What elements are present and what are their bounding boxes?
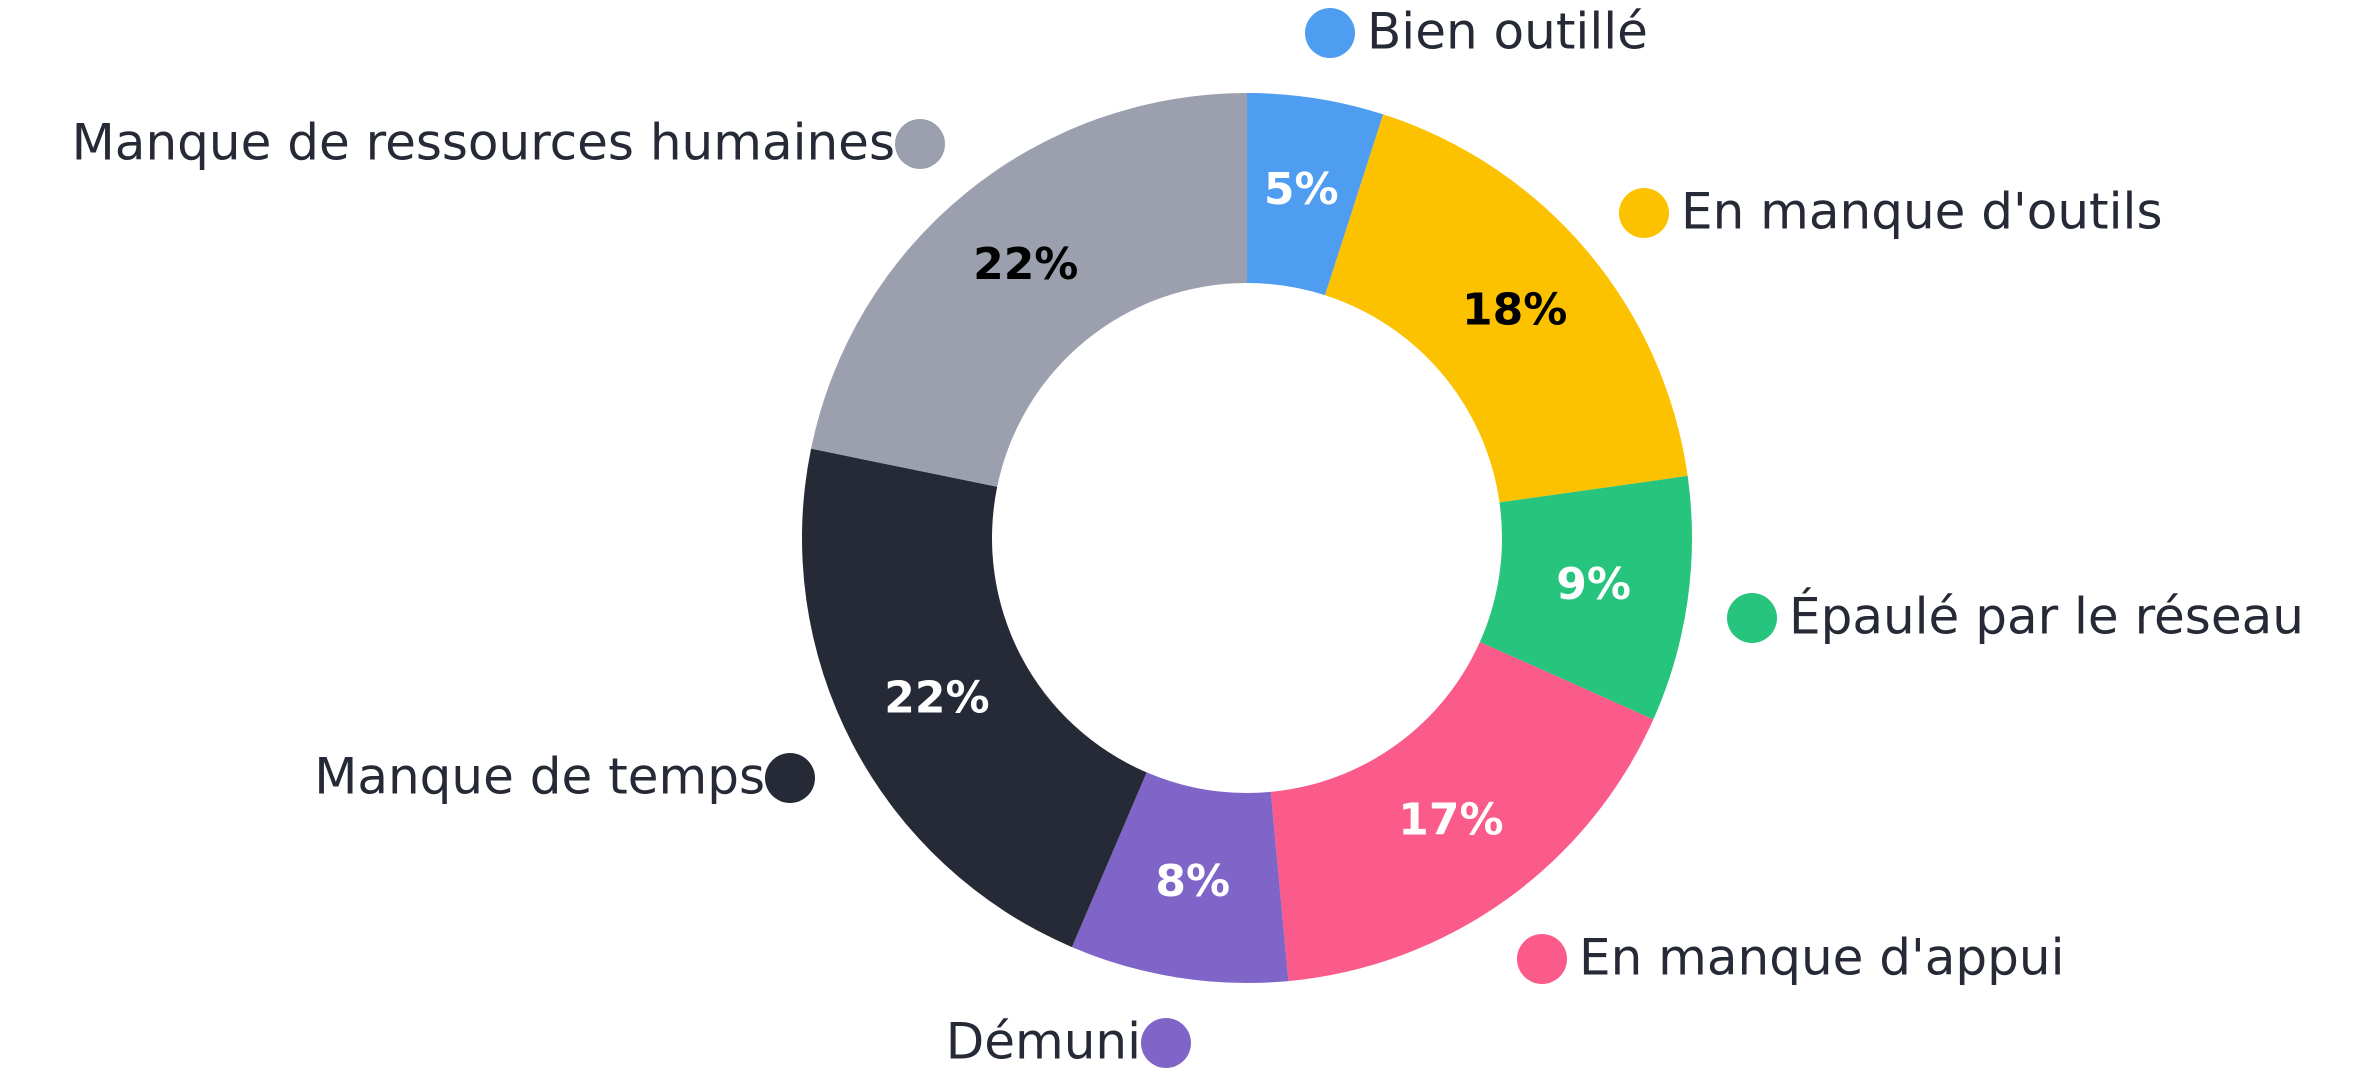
- slice: [1479, 475, 1692, 720]
- slice: [1325, 114, 1688, 503]
- slice: [811, 93, 1247, 487]
- legend-label: Manque de temps: [314, 748, 765, 806]
- slice: [1270, 641, 1654, 982]
- slice-label: 22%: [884, 672, 989, 723]
- legend-label: Démuni: [946, 1013, 1141, 1071]
- legend-dot: [1517, 934, 1567, 984]
- legend-dot: [1727, 593, 1777, 643]
- legend-dot: [895, 119, 945, 169]
- legend-dot: [1141, 1018, 1191, 1068]
- legend-dot: [765, 753, 815, 803]
- legend-label: Bien outillé: [1367, 3, 1648, 61]
- legend-label: Manque de ressources humaines: [72, 114, 895, 172]
- legend-label: Épaulé par le réseau: [1789, 587, 2304, 646]
- legend-label: En manque d'outils: [1681, 183, 2163, 241]
- slice: [1247, 93, 1384, 296]
- slice: [801, 448, 1147, 948]
- legend-dot: [1619, 188, 1669, 238]
- slice-label: 17%: [1398, 794, 1503, 845]
- slice-label: 22%: [973, 239, 1078, 290]
- slice-label: 8%: [1155, 856, 1230, 907]
- legend-dot: [1305, 8, 1355, 58]
- slice: [1071, 772, 1289, 983]
- slice-label: 5%: [1264, 164, 1339, 215]
- legend-label: En manque d'appui: [1579, 929, 2064, 987]
- slice-label: 9%: [1556, 559, 1631, 610]
- slice-label: 18%: [1462, 285, 1567, 336]
